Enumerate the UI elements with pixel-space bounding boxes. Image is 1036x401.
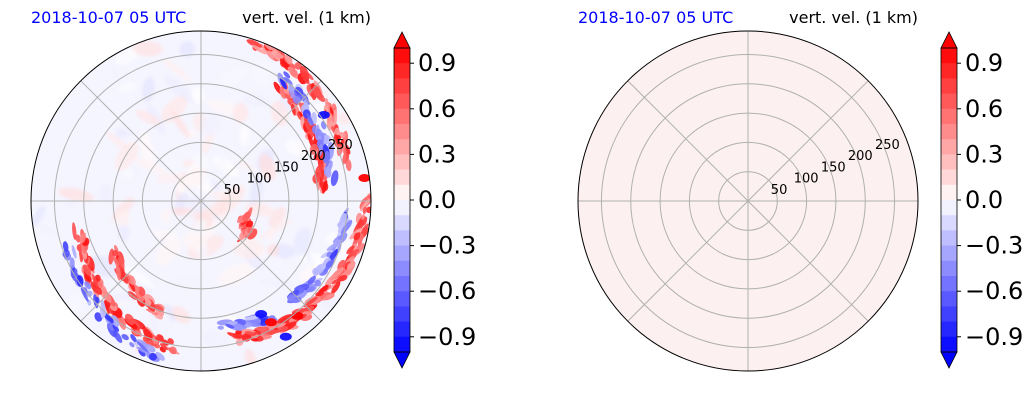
colorbar-segment — [394, 200, 410, 216]
colorbar-segment — [394, 306, 410, 323]
colorbar-tick-label: 0.9 — [418, 49, 456, 77]
angular-gridline — [200, 200, 322, 322]
panel-left-date-title: 2018-10-07 05 UTC — [31, 8, 186, 27]
colorbar-segment — [394, 63, 410, 79]
colorbar-left: 0.9 0.6 0.3 0.0 −0.3 −0.6 −0.9 — [393, 31, 476, 369]
colorbar-tick-label: 0.3 — [965, 140, 1003, 168]
colorbar-segment — [941, 48, 957, 64]
radial-tick-label: 200 — [301, 149, 326, 164]
panel-left-variable-title: vert. vel. (1 km) — [242, 8, 371, 27]
colorbar-segment — [394, 336, 410, 353]
angular-gridline — [747, 200, 869, 322]
panel-right-variable-title: vert. vel. (1 km) — [789, 8, 918, 27]
polar-grid-left — [31, 31, 371, 371]
colorbar-tick-label: 0.3 — [418, 140, 456, 168]
colorbar-segment — [394, 230, 410, 247]
angular-gridline — [627, 200, 749, 322]
colorbar-segment — [941, 154, 957, 171]
colorbar-segment — [394, 245, 410, 262]
colorbar-segment — [394, 108, 410, 125]
colorbar-segment — [394, 78, 410, 95]
colorbar-segment — [941, 139, 957, 155]
colorbar-segment — [941, 336, 957, 353]
colorbar-segment — [941, 124, 957, 140]
colorbar-segment — [394, 260, 410, 277]
colorbar-tick-label: −0.6 — [418, 277, 476, 305]
colorbar-tick-label: 0.9 — [965, 49, 1003, 77]
angular-gridline — [627, 80, 749, 202]
angular-gridline — [80, 200, 202, 322]
colorbar-tick-label: 0.0 — [418, 186, 456, 214]
colorbar-segment — [394, 48, 410, 64]
colorbar-tick-label: 0.0 — [965, 186, 1003, 214]
colorbar-segment — [941, 306, 957, 323]
colorbar-segment — [394, 184, 410, 201]
radial-tick-label: 150 — [274, 160, 299, 175]
colorbar-segment — [941, 108, 957, 125]
radial-tick-label: 250 — [328, 138, 353, 153]
colorbar-segment — [941, 291, 957, 307]
colorbar-segment — [941, 321, 957, 338]
radial-tick-label: 100 — [247, 172, 272, 187]
colorbar-segment — [394, 139, 410, 155]
colorbar-extend-min — [393, 351, 411, 369]
colorbar-segment — [941, 215, 957, 231]
colorbar-tick-label: −0.3 — [965, 232, 1023, 260]
radial-tick-label: 150 — [821, 160, 846, 175]
colorbar-segment — [941, 230, 957, 247]
colorbar-segment — [394, 169, 410, 186]
colorbar-segment — [941, 245, 957, 262]
colorbar-segment — [941, 169, 957, 186]
colorbar-tick-label: −0.6 — [965, 277, 1023, 305]
angular-gridline — [80, 80, 202, 202]
colorbar-segment — [394, 93, 410, 110]
colorbar-right: 0.9 0.6 0.3 0.0 −0.3 −0.6 −0.9 — [940, 31, 1023, 369]
colorbar-segment — [941, 260, 957, 277]
colorbar-segment — [394, 321, 410, 338]
radial-tick-label: 50 — [771, 183, 788, 198]
radial-tick-label: 100 — [794, 172, 819, 187]
colorbar-segment — [941, 63, 957, 79]
panel-right-date-title: 2018-10-07 05 UTC — [578, 8, 733, 27]
colorbar-segment — [941, 93, 957, 110]
angular-gridline — [747, 80, 869, 202]
colorbar-segment — [941, 200, 957, 216]
panel-right: 2018-10-07 05 UTC vert. vel. (1 km) 50 10… — [577, 8, 1023, 372]
colorbar-segment — [941, 78, 957, 95]
polar-grid-right — [578, 31, 918, 371]
colorbar-extend-min — [940, 351, 958, 369]
colorbar-segment — [394, 215, 410, 231]
colorbar-segment — [394, 276, 410, 292]
colorbar-tick-label: −0.9 — [965, 323, 1023, 351]
polar-outline-right — [577, 30, 919, 372]
colorbar-extend-max — [940, 31, 958, 49]
colorbar-tick-label: −0.3 — [418, 232, 476, 260]
colorbar-segment — [394, 154, 410, 171]
angular-gridline — [200, 80, 322, 202]
colorbar-tick-label: 0.6 — [418, 95, 456, 123]
colorbar-extend-max — [393, 31, 411, 49]
radial-tick-label: 250 — [875, 138, 900, 153]
colorbar-tick-label: 0.6 — [965, 95, 1003, 123]
colorbar-segment — [941, 184, 957, 201]
radial-tick-label: 200 — [848, 149, 873, 164]
colorbar-segment — [394, 291, 410, 307]
field-left — [31, 37, 371, 367]
colorbar-segment — [941, 276, 957, 292]
panel-left: 2018-10-07 05 UTC vert. vel. (1 km) 50 10… — [30, 8, 476, 372]
radial-tick-label: 50 — [224, 183, 241, 198]
colorbar-tick-label: −0.9 — [418, 323, 476, 351]
colorbar-segment — [394, 124, 410, 140]
polar-outline-left — [30, 30, 372, 372]
